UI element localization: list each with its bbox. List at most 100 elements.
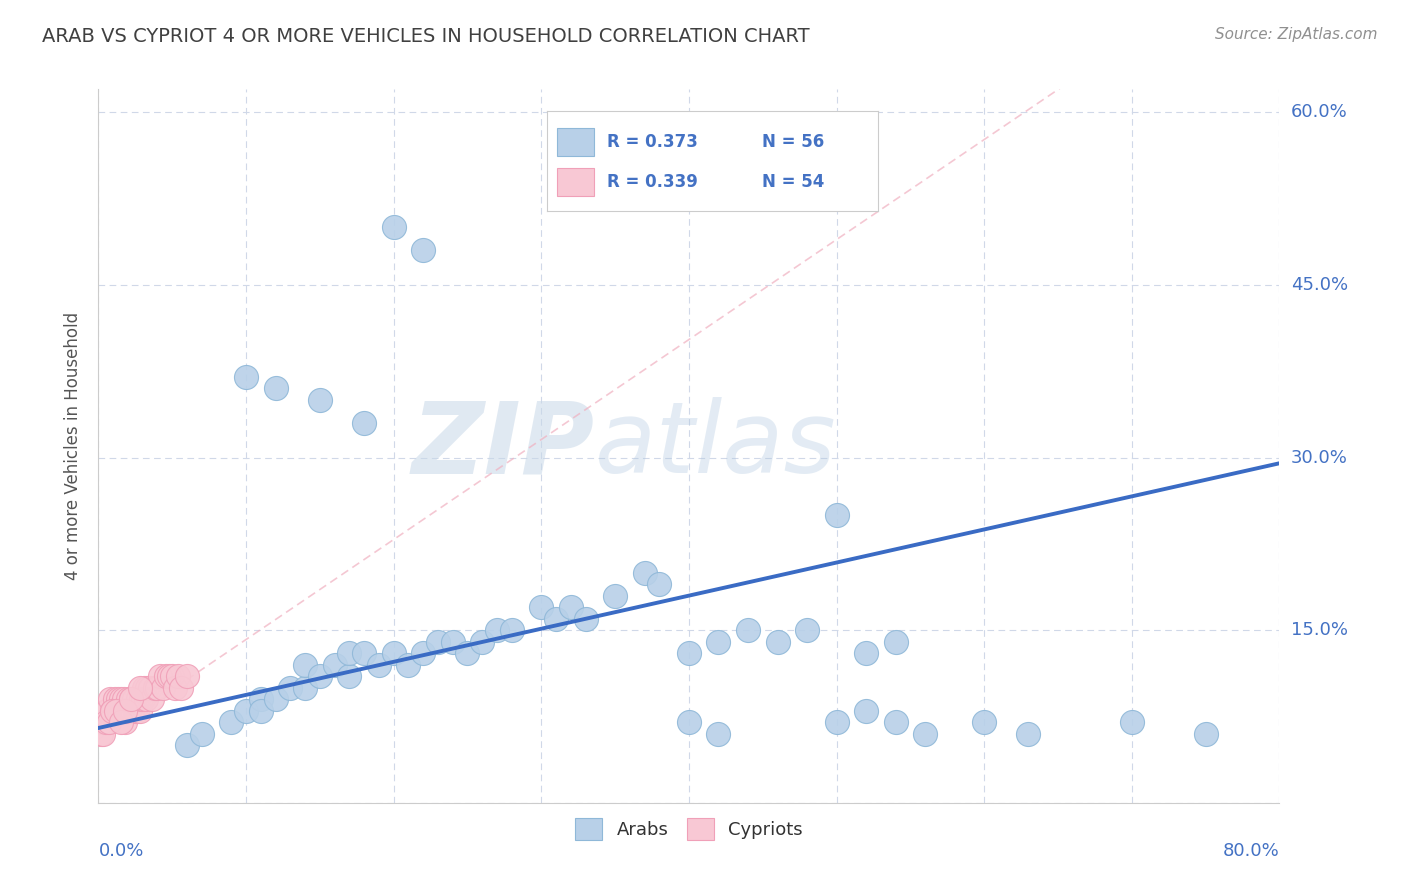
Point (135, 692, 157, 706)
Point (110, 692, 132, 706)
Point (122, 692, 145, 706)
Point (162, 669, 183, 683)
Point (114, 715, 136, 730)
Point (634, 566, 657, 580)
Point (678, 646, 700, 660)
Point (120, 692, 142, 706)
Point (323, 657, 346, 672)
Point (134, 681, 156, 695)
Point (100, 704, 122, 718)
Point (339, 646, 361, 660)
Point (104, 692, 127, 706)
Point (97, 715, 120, 730)
Point (110, 715, 132, 730)
Point (141, 692, 163, 706)
Point (884, 634, 907, 648)
Point (427, 634, 450, 648)
Point (412, 244, 434, 258)
Point (132, 692, 155, 706)
Text: 15.0%: 15.0% (1291, 621, 1347, 640)
Point (152, 681, 174, 695)
Point (93, 715, 115, 730)
Point (108, 704, 131, 718)
Point (855, 646, 877, 660)
Point (128, 681, 150, 695)
Point (825, 715, 848, 730)
Point (90, 727, 112, 741)
Point (120, 692, 142, 706)
Point (143, 681, 166, 695)
Point (884, 715, 907, 730)
Point (825, 508, 848, 522)
Point (170, 681, 193, 695)
Text: 45.0%: 45.0% (1291, 276, 1348, 293)
Point (353, 646, 375, 660)
Point (707, 727, 730, 741)
Text: ARAB VS CYPRIOT 4 OR MORE VEHICLES IN HOUSEHOLD CORRELATION CHART: ARAB VS CYPRIOT 4 OR MORE VEHICLES IN HO… (42, 27, 810, 45)
Text: 30.0%: 30.0% (1291, 449, 1347, 467)
Point (191, 727, 214, 741)
Point (294, 657, 316, 672)
Legend: Arabs, Cypriots: Arabs, Cypriots (568, 811, 810, 847)
Point (796, 623, 818, 637)
Point (117, 692, 139, 706)
Point (457, 646, 479, 660)
Point (105, 704, 128, 718)
Point (114, 704, 136, 718)
Point (309, 669, 332, 683)
Point (294, 681, 316, 695)
Point (678, 715, 700, 730)
Point (96, 704, 118, 718)
Point (125, 704, 148, 718)
Point (167, 669, 190, 683)
Text: 0.0%: 0.0% (98, 842, 143, 860)
Point (339, 669, 361, 683)
Point (973, 715, 995, 730)
Point (605, 589, 627, 603)
Point (107, 692, 129, 706)
Point (471, 634, 494, 648)
Point (176, 669, 198, 683)
Point (105, 704, 128, 718)
Point (91, 715, 114, 730)
Point (707, 634, 730, 648)
Point (155, 669, 177, 683)
Point (560, 600, 582, 615)
Point (128, 704, 150, 718)
Point (737, 623, 759, 637)
Point (486, 623, 509, 637)
Point (412, 646, 434, 660)
Point (264, 381, 287, 395)
Point (149, 669, 172, 683)
Point (398, 657, 420, 672)
Point (309, 392, 332, 407)
Point (157, 669, 180, 683)
Point (382, 220, 405, 235)
Point (1121, 715, 1143, 730)
Text: atlas: atlas (595, 398, 837, 494)
Point (98, 692, 121, 706)
Point (235, 370, 257, 384)
Point (648, 577, 671, 591)
Point (575, 612, 598, 626)
Point (280, 681, 302, 695)
Point (530, 600, 553, 615)
Y-axis label: 4 or more Vehicles in Household: 4 or more Vehicles in Household (65, 312, 83, 580)
Point (139, 681, 162, 695)
Point (129, 692, 152, 706)
Point (115, 704, 138, 718)
Point (1018, 727, 1040, 741)
Text: ZIP: ZIP (412, 398, 595, 494)
Point (94, 715, 117, 730)
Point (146, 681, 169, 695)
Point (176, 738, 198, 752)
Text: Source: ZipAtlas.com: Source: ZipAtlas.com (1215, 27, 1378, 42)
Point (546, 612, 568, 626)
Point (136, 681, 159, 695)
Point (121, 704, 143, 718)
Point (855, 704, 877, 718)
Text: 80.0%: 80.0% (1223, 842, 1279, 860)
Point (914, 727, 936, 741)
Point (250, 704, 273, 718)
Point (501, 623, 523, 637)
